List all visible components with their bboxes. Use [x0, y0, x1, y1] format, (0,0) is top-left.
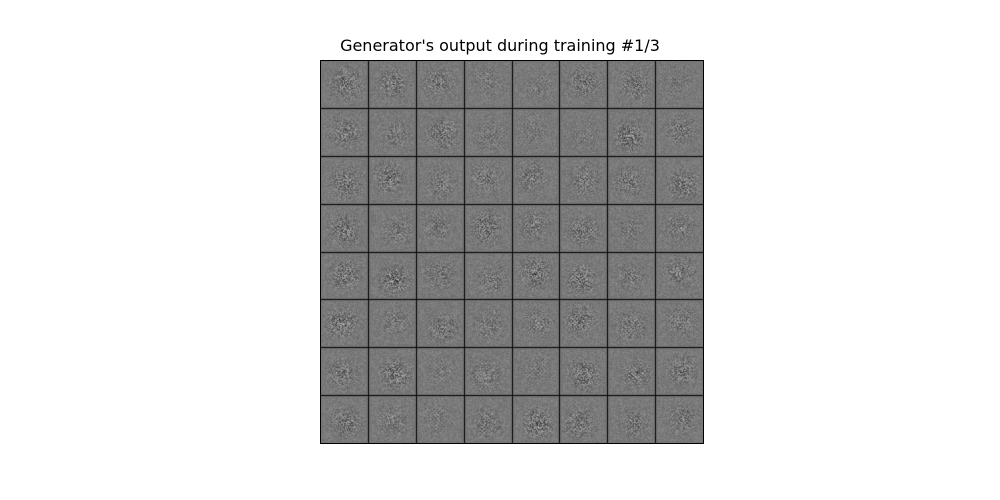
- noise-samples-canvas: [321, 61, 703, 443]
- generated-image-grid: [320, 60, 704, 444]
- figure-title: Generator's output during training #1/3: [0, 34, 1000, 58]
